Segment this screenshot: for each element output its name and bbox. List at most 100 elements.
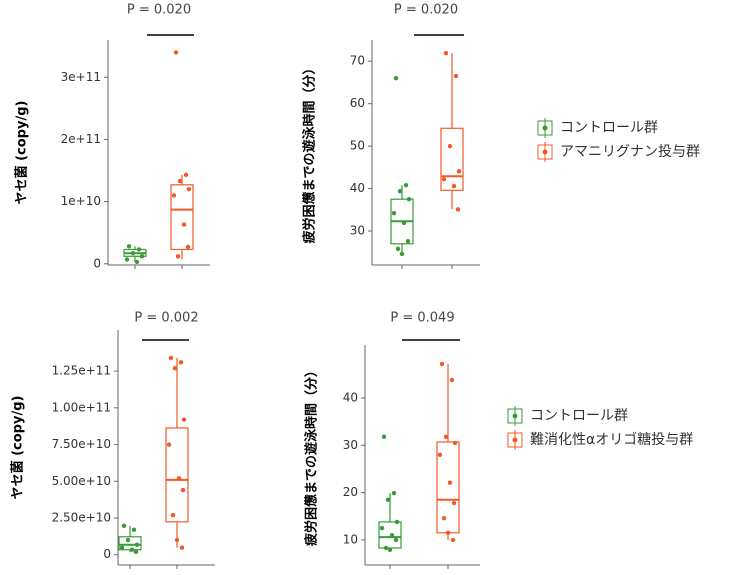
data-point [447, 480, 453, 485]
data-point [136, 247, 142, 252]
data-point [393, 76, 399, 81]
data-point [125, 537, 131, 543]
data-point [186, 186, 192, 192]
chart-title: P = 0.020 [394, 3, 458, 18]
data-point [119, 545, 125, 550]
data-point [126, 244, 132, 249]
data-point [170, 512, 176, 518]
chart-title: P = 0.049 [390, 311, 454, 326]
data-point [124, 257, 130, 262]
data-point [406, 196, 412, 202]
y-tick-label: 7.50e+10 [52, 437, 111, 451]
data-point [173, 50, 179, 55]
legend-key-dot [542, 125, 548, 131]
y-tick-label: 1e+10 [61, 194, 101, 208]
data-point [403, 182, 409, 188]
y-tick-label: 2e+11 [61, 132, 101, 146]
y-tick-label: 30 [343, 438, 358, 452]
data-point [131, 527, 137, 532]
data-point [443, 434, 449, 439]
y-tick-label: 0 [93, 256, 101, 270]
y-tick-label: 10 [343, 532, 358, 546]
data-point [139, 254, 145, 259]
legend-key-dot [512, 413, 518, 419]
y-tick-label: 60 [350, 96, 365, 110]
data-point [393, 537, 399, 543]
data-point [445, 530, 451, 536]
data-point [176, 476, 182, 481]
data-point [455, 207, 461, 212]
data-point [391, 490, 397, 496]
data-point [178, 360, 184, 365]
data-point [383, 545, 389, 551]
legend-label: アマニリグナン投与群 [560, 144, 700, 160]
data-point [441, 515, 447, 521]
legend-key-dot [542, 149, 548, 155]
data-point [381, 434, 387, 439]
chart-title: P = 0.002 [134, 311, 198, 326]
data-point [134, 542, 140, 547]
y-axis-label: ヤセ菌 (copy/g) [10, 396, 26, 500]
data-point [389, 532, 395, 538]
y-tick-label: 2.50e+10 [52, 511, 111, 525]
data-point [130, 250, 136, 256]
data-point [387, 547, 393, 553]
data-point [175, 254, 181, 259]
data-point [391, 211, 397, 216]
y-axis-label: ヤセ菌 (copy/g) [14, 101, 30, 205]
y-axis-label: 疲労困憊までの遊泳時間（分） [302, 61, 318, 243]
y-tick-label: 40 [343, 390, 358, 404]
data-point [385, 497, 391, 502]
data-point [177, 178, 183, 184]
data-point [172, 365, 178, 371]
data-point [183, 172, 189, 178]
data-point [441, 177, 447, 182]
data-point [447, 143, 453, 149]
box [165, 427, 189, 523]
data-point [450, 537, 456, 543]
legend-key-dot [512, 437, 518, 443]
data-point [452, 440, 458, 446]
y-tick-label: 1.00e+11 [52, 400, 111, 414]
data-point [121, 523, 127, 528]
chart-title: P = 0.020 [127, 3, 191, 18]
data-point [451, 500, 457, 506]
data-point [449, 377, 455, 383]
data-point [453, 73, 459, 79]
data-point [439, 361, 445, 367]
data-point [397, 188, 403, 194]
data-point [394, 519, 400, 525]
data-point [171, 193, 177, 198]
y-tick-label: 0 [103, 547, 111, 561]
y-tick-label: 5.00e+10 [52, 474, 111, 488]
legend-label: 難消化性αオリゴ糖投与群 [530, 431, 693, 448]
data-point [129, 547, 135, 552]
y-tick-label: 70 [350, 54, 365, 68]
data-point [379, 525, 385, 531]
data-point [181, 417, 187, 422]
data-point [185, 244, 191, 250]
y-tick-label: 40 [350, 181, 365, 195]
data-point [180, 487, 186, 493]
data-point [133, 549, 139, 554]
data-point [456, 168, 462, 174]
data-point [405, 239, 411, 244]
y-tick-label: 50 [350, 139, 365, 153]
y-tick-label: 1.25e+11 [52, 364, 111, 378]
data-point [134, 259, 140, 265]
box [170, 184, 194, 251]
legend-label: コントロール群 [530, 408, 628, 424]
data-point [174, 537, 180, 543]
y-tick-label: 20 [343, 485, 358, 499]
data-point [451, 183, 457, 189]
legend-label: コントロール群 [560, 120, 658, 136]
data-point [181, 222, 187, 227]
box [440, 127, 464, 191]
data-point [166, 442, 172, 447]
data-point [443, 50, 449, 56]
data-point [168, 355, 174, 361]
y-tick-label: 30 [350, 224, 365, 238]
data-point [437, 452, 443, 457]
data-point [401, 220, 407, 226]
